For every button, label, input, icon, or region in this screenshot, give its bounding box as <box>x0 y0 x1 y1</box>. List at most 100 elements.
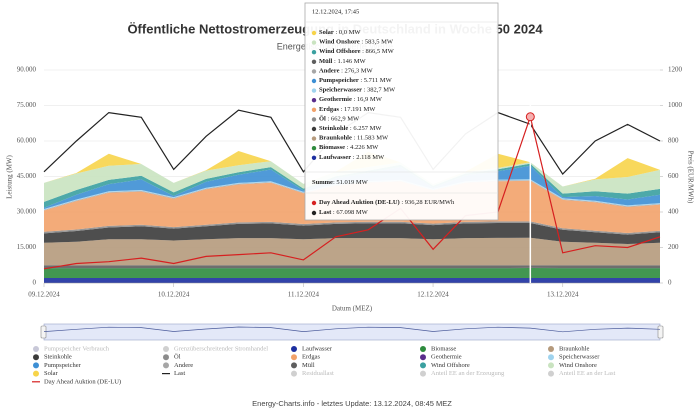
x-tick-label: 13.12.2024 <box>547 291 579 299</box>
navigator-handle[interactable] <box>40 325 47 339</box>
x-axis-label: Datum (MEZ) <box>332 305 373 313</box>
legend-label: Anteil EE an der Erzeugung <box>431 370 505 377</box>
navigator-handle[interactable] <box>657 325 664 339</box>
tooltip-item: Last : 67.098 MW <box>319 209 369 216</box>
x-tick-label: 10.12.2024 <box>158 291 190 299</box>
tooltip-marker <box>311 126 317 132</box>
tooltip-marker <box>311 210 317 216</box>
legend-marker <box>420 346 426 352</box>
tooltip-item: Müll : 1.146 MW <box>319 58 366 65</box>
legend-label: Pumpspeicher <box>44 362 82 369</box>
area-series <box>44 278 660 283</box>
area-series <box>44 165 660 209</box>
legend-label: Wind Onshore <box>559 362 597 369</box>
legend-marker <box>163 362 169 369</box>
tooltip-item: Pumpspeicher : 5.711 MW <box>319 77 393 84</box>
y2-tick-label: 800 <box>668 137 679 145</box>
tooltip-marker <box>311 40 317 45</box>
tooltip-marker <box>311 155 317 160</box>
tooltip-item: Biomasse : 4.226 MW <box>319 145 379 152</box>
tooltip-marker <box>311 117 317 122</box>
legend-marker <box>420 362 426 369</box>
legend-marker <box>420 370 426 377</box>
legend-marker <box>33 370 39 377</box>
tooltip-item: Öl : 662,9 MW <box>319 116 360 123</box>
hover-marker <box>525 112 535 122</box>
legend-label: Geothermie <box>431 354 462 361</box>
legend-label: Wind Offshore <box>431 362 470 369</box>
tooltip-title: 12.12.2024, 17:45 <box>312 8 359 15</box>
y-axis-label: Leistung (MW) <box>6 154 14 198</box>
y2-tick-label: 1000 <box>668 101 683 109</box>
tooltip-marker <box>311 50 317 55</box>
tooltip-marker <box>311 200 317 206</box>
navigator-window[interactable] <box>43 323 661 341</box>
legend-marker <box>291 346 297 352</box>
footer: Energy-Charts.info - letztes Update: 13.… <box>252 399 452 408</box>
legend-marker <box>33 346 39 352</box>
y-tick-label: 0 <box>33 279 37 287</box>
navigator[interactable] <box>40 323 664 341</box>
legend-label: Erdgas <box>302 354 321 361</box>
tooltip-item: Speicherwasser : 382,7 MW <box>319 87 396 94</box>
y2-tick-label: 600 <box>668 172 679 180</box>
tooltip-item: Steinkohle : 6.257 MW <box>319 125 382 132</box>
legend-label: Solar <box>44 370 59 377</box>
legend-marker <box>291 370 297 377</box>
area-series <box>44 268 660 278</box>
legend-marker <box>420 354 426 361</box>
tooltip-item: Laufwasser : 2.118 MW <box>319 154 385 161</box>
legend-label: Residuallast <box>302 370 334 377</box>
y-tick-label: 75.000 <box>17 101 37 109</box>
y-tick-label: 90.000 <box>17 66 37 74</box>
legend-marker <box>291 354 297 361</box>
y2-axis-label: Preis (EUR/MWh) <box>686 151 694 204</box>
x-tick-label: 09.12.2024 <box>28 291 60 299</box>
x-tick-label: 12.12.2024 <box>417 291 449 299</box>
tooltip-marker <box>311 146 317 151</box>
y-tick-label: 60.000 <box>17 137 37 145</box>
legend-label: Steinkohle <box>44 354 72 361</box>
legend-marker <box>163 346 169 352</box>
area-series <box>44 221 660 235</box>
tooltip-marker <box>311 136 317 141</box>
legend-label: Pumpspeicher Verbrauch <box>44 345 110 352</box>
line-series <box>43 114 661 270</box>
tooltip: 12.12.2024, 17:45 Solar : 0,0 MW Wind Ons… <box>304 2 499 221</box>
tooltip-marker <box>311 59 317 64</box>
y2-tick-label: 0 <box>668 279 672 287</box>
tooltip-box <box>304 2 499 221</box>
y-tick-label: 30.000 <box>17 208 37 216</box>
legend-label: Braunkohle <box>559 345 589 352</box>
area-series <box>44 161 660 202</box>
tooltip-item: Erdgas : 17.191 MW <box>319 106 376 113</box>
legend-label: Müll <box>302 362 315 369</box>
tooltip-item: Solar : 0,0 MW <box>319 29 361 36</box>
tooltip-item: Wind Onshore : 583,5 MW <box>319 39 394 46</box>
legend-label: Anteil EE an der Last <box>559 370 616 377</box>
legend-label: Öl <box>174 354 181 361</box>
y-tick-label: 15.000 <box>17 243 37 251</box>
tooltip-item: Braunkohle : 11.583 MW <box>319 135 389 142</box>
legend-label: Laufwasser <box>302 345 333 352</box>
legend-marker <box>33 354 39 361</box>
legend-label: Biomasse <box>431 345 456 352</box>
tooltip-marker <box>311 78 317 84</box>
tooltip-marker <box>311 30 317 36</box>
legend-label: Grenzüberschreitender Stromhandel <box>174 345 268 352</box>
tooltip-item: Day Ahead Auktion (DE-LU) : 936,28 EUR/M… <box>319 199 455 206</box>
legend-marker <box>163 354 169 361</box>
legend-label: Last <box>174 370 185 377</box>
y-tick-label: 45.000 <box>17 172 37 180</box>
legend-marker <box>548 354 554 361</box>
legend-marker <box>548 346 554 352</box>
legend-label: Speicherwasser <box>559 354 600 361</box>
legend-marker <box>33 362 39 369</box>
y2-tick-label: 400 <box>668 208 679 216</box>
tooltip-sum: Summe: 51.019 MW <box>312 179 369 186</box>
tooltip-item: Andere : 276,3 MW <box>319 68 374 75</box>
area-series <box>44 265 660 268</box>
legend-label: Andere <box>174 362 193 369</box>
legend-marker <box>548 370 554 377</box>
